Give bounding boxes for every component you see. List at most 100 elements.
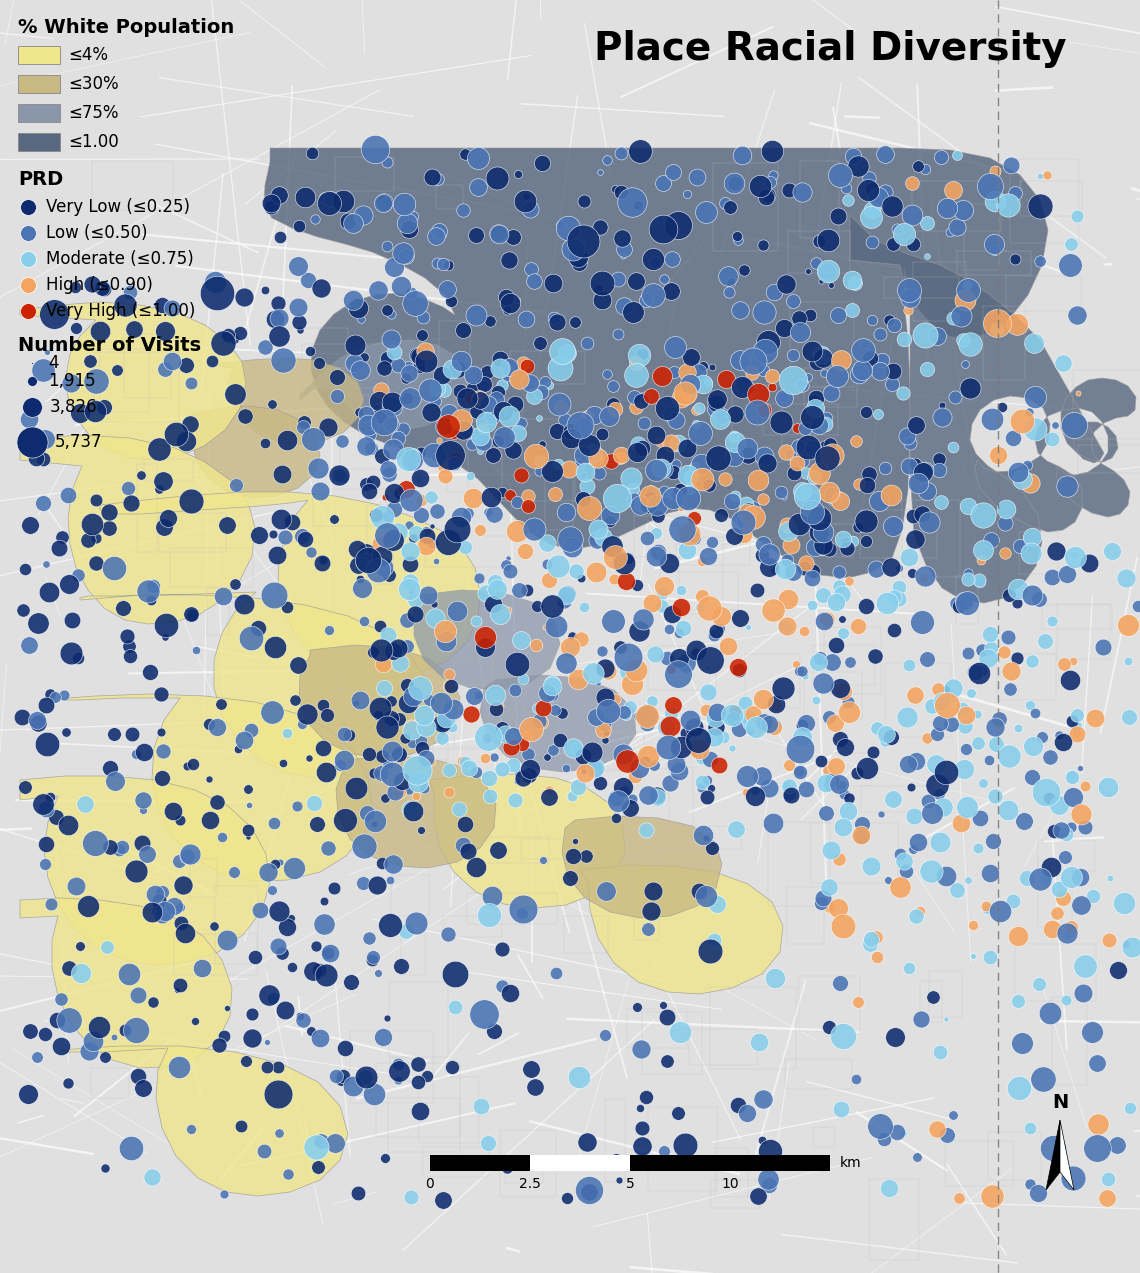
Point bbox=[561, 868, 579, 889]
Point bbox=[1109, 960, 1127, 980]
Point bbox=[562, 428, 580, 448]
Point bbox=[334, 1066, 352, 1086]
Text: Place Racial Diversity: Place Racial Diversity bbox=[594, 31, 1066, 67]
Point bbox=[653, 994, 671, 1015]
Point bbox=[317, 965, 335, 985]
Point bbox=[755, 689, 773, 709]
Point bbox=[366, 811, 384, 831]
Point bbox=[405, 447, 423, 467]
Point bbox=[1019, 401, 1037, 421]
Point bbox=[410, 356, 429, 377]
Point bbox=[62, 373, 80, 393]
Point bbox=[448, 359, 466, 379]
Point bbox=[236, 406, 254, 426]
Point bbox=[298, 704, 316, 724]
Point bbox=[833, 681, 852, 701]
Point bbox=[314, 554, 332, 574]
Point bbox=[1050, 880, 1068, 900]
Point bbox=[821, 896, 839, 917]
Point bbox=[423, 516, 441, 536]
Point bbox=[398, 213, 416, 233]
Point bbox=[718, 635, 736, 656]
Point bbox=[214, 1184, 233, 1204]
Point bbox=[707, 717, 725, 737]
Point bbox=[633, 494, 651, 514]
Point bbox=[1067, 205, 1085, 225]
Point bbox=[348, 693, 366, 713]
Point bbox=[784, 290, 803, 311]
Point bbox=[894, 382, 912, 402]
Point bbox=[318, 416, 336, 437]
Point bbox=[869, 187, 887, 207]
Point bbox=[790, 661, 808, 681]
Point bbox=[1093, 638, 1112, 658]
Point bbox=[938, 1125, 956, 1146]
Point bbox=[938, 199, 956, 219]
Point bbox=[915, 325, 934, 345]
Point bbox=[19, 223, 38, 243]
Point bbox=[396, 727, 414, 747]
Point bbox=[299, 270, 317, 290]
Point bbox=[384, 342, 402, 363]
Point bbox=[1108, 1136, 1126, 1156]
Point bbox=[812, 345, 830, 365]
Point bbox=[1016, 811, 1034, 831]
Point bbox=[635, 412, 653, 433]
Point bbox=[869, 191, 887, 211]
Point bbox=[887, 219, 905, 239]
Point bbox=[375, 412, 393, 433]
Point bbox=[654, 219, 673, 239]
Point bbox=[991, 900, 1009, 920]
Point bbox=[397, 920, 415, 941]
Point bbox=[86, 401, 104, 421]
Point bbox=[528, 596, 546, 616]
Point bbox=[416, 747, 434, 768]
Point bbox=[716, 470, 734, 490]
Point bbox=[424, 594, 442, 615]
Polygon shape bbox=[580, 864, 783, 994]
Point bbox=[374, 654, 392, 675]
Point bbox=[889, 589, 907, 610]
Point bbox=[409, 1072, 428, 1092]
Point bbox=[952, 813, 970, 834]
Point bbox=[814, 348, 832, 368]
Point bbox=[914, 461, 933, 481]
Point bbox=[219, 514, 237, 535]
Point bbox=[923, 803, 942, 824]
Point bbox=[899, 656, 918, 676]
Point bbox=[734, 374, 752, 395]
Point bbox=[733, 145, 751, 165]
Point bbox=[606, 538, 625, 559]
Point bbox=[181, 414, 199, 434]
Point bbox=[937, 866, 955, 886]
Point bbox=[589, 448, 608, 468]
Point bbox=[478, 728, 496, 749]
Point bbox=[654, 269, 673, 289]
Point bbox=[389, 638, 407, 658]
Point bbox=[166, 424, 185, 444]
Point bbox=[598, 700, 617, 721]
Point bbox=[382, 708, 400, 728]
Point bbox=[423, 167, 441, 187]
Point bbox=[302, 1021, 320, 1041]
Point bbox=[937, 1008, 955, 1029]
Point bbox=[693, 771, 711, 792]
Point bbox=[378, 300, 397, 321]
Point bbox=[569, 777, 587, 797]
Point bbox=[620, 798, 638, 819]
Point bbox=[654, 577, 673, 597]
Point bbox=[885, 587, 903, 607]
Point bbox=[700, 475, 718, 495]
Point bbox=[752, 545, 771, 565]
Point bbox=[813, 541, 831, 561]
Point bbox=[577, 847, 595, 867]
Point bbox=[368, 560, 386, 580]
Point bbox=[375, 1148, 393, 1169]
Point bbox=[481, 311, 499, 331]
Point bbox=[548, 454, 567, 475]
Point bbox=[16, 777, 34, 797]
Point bbox=[563, 845, 581, 866]
Point bbox=[446, 997, 464, 1017]
Point bbox=[488, 168, 506, 188]
Point bbox=[814, 535, 832, 555]
